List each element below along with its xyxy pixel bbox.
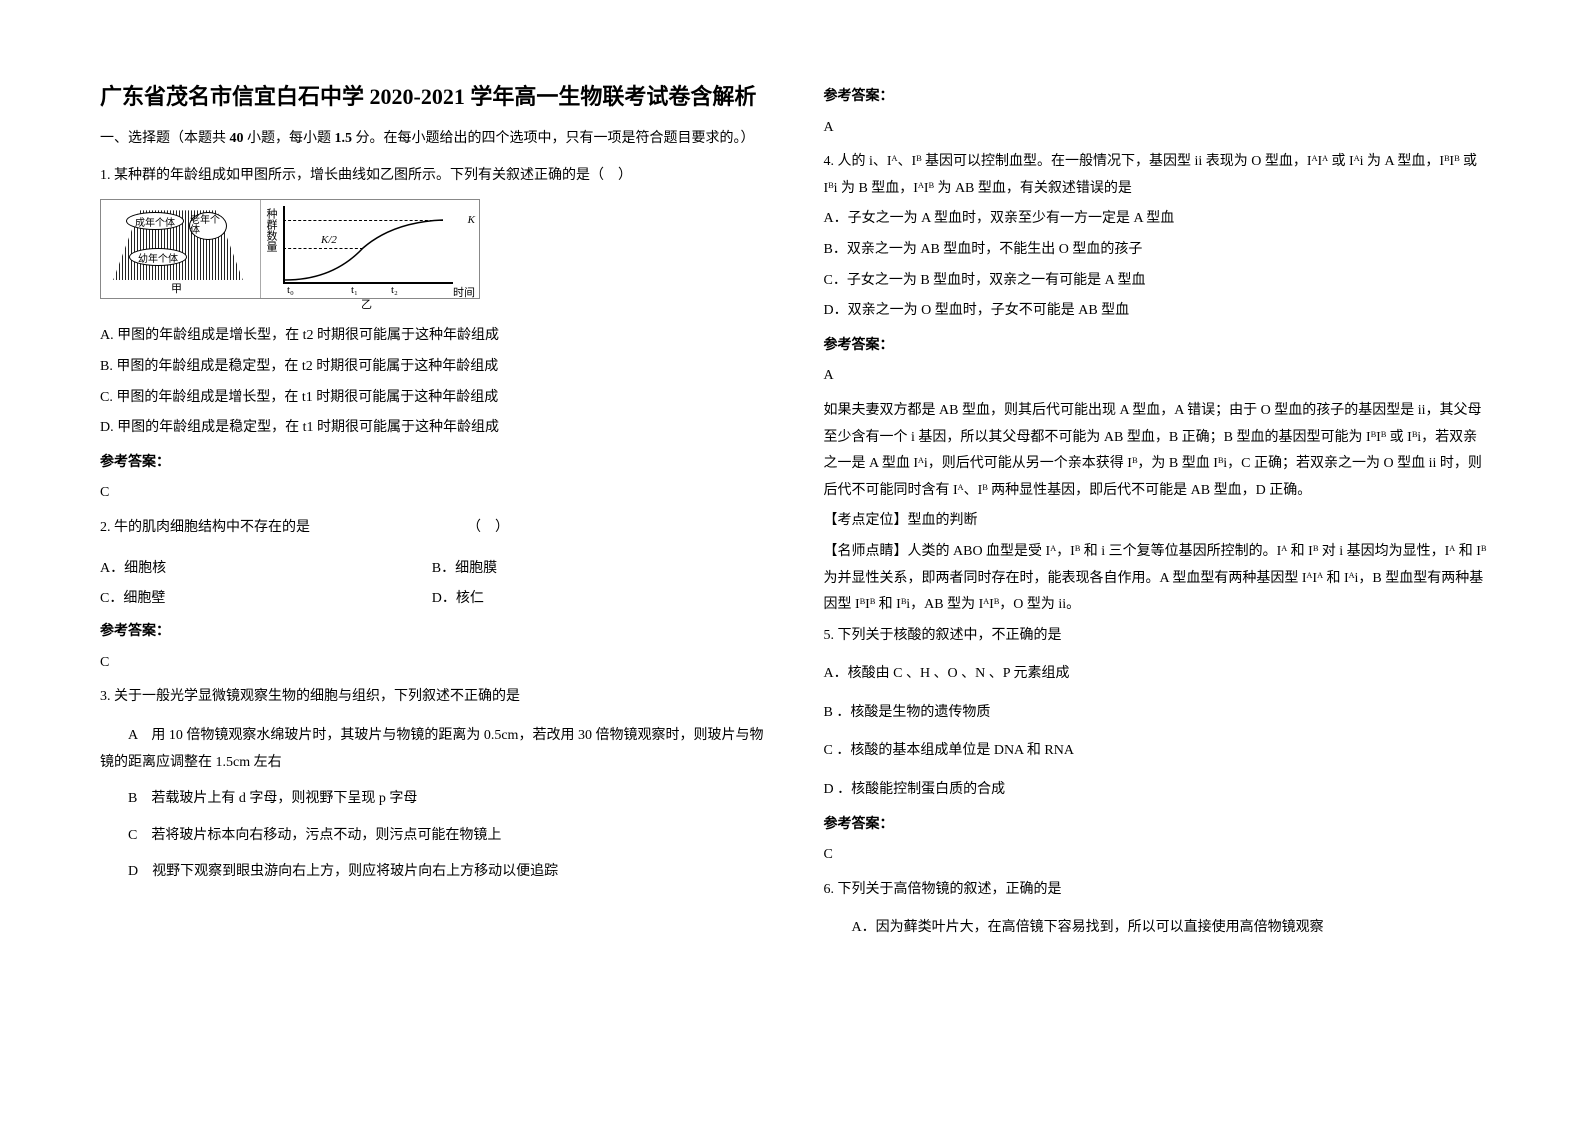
q5-optA: A．核酸由 C 、H 、O 、N 、P 元素组成 [824,661,1488,688]
q4-point-label: 【考点定位】 [824,513,908,528]
q2-optC: C．细胞壁 [100,584,432,615]
exam-title: 广东省茂名市信宜白石中学 2020-2021 学年高一生物联考试卷含解析 [100,80,764,113]
q2-optA: A．细胞核 [100,554,432,585]
right-column: 参考答案： A 4. 人的 i、Iᴬ、Iᴮ 基因可以控制血型。在一般情况下，基因… [824,80,1488,1082]
q3-answer: A [824,115,1488,142]
q2-optD: D．核仁 [432,584,764,615]
q2-answer-label: 参考答案： [100,619,764,646]
q1-optD: D. 甲图的年龄组成是稳定型，在 t1 时期很可能属于这种年龄组成 [100,415,764,442]
q1-optA: A. 甲图的年龄组成是增长型，在 t2 时期很可能属于这种年龄组成 [100,323,764,350]
q4-stem: 4. 人的 i、Iᴬ、Iᴮ 基因可以控制血型。在一般情况下，基因型 ii 表现为… [824,149,1488,202]
k-label: K [468,214,475,226]
q5-optD: D ．核酸能控制蛋白质的合成 [824,777,1488,804]
q3-optA: A 用 10 倍物镜观察水绵玻片时，其玻片与物镜的距离为 0.5cm，若改用 3… [100,723,764,776]
q5-optC: C ．核酸的基本组成单位是 DNA 和 RNA [824,738,1488,765]
q1-optB: B. 甲图的年龄组成是稳定型，在 t2 时期很可能属于这种年龄组成 [100,354,764,381]
q4-optB: B．双亲之一为 AB 型血时，不能生出 O 型血的孩子 [824,237,1488,264]
q4-point: 【考点定位】型血的判断 [824,508,1488,535]
q4-explain: 如果夫妻双方都是 AB 型血，则其后代可能出现 A 型血，A 错误；由于 O 型… [824,398,1488,504]
q5-answer-label: 参考答案： [824,812,1488,839]
q4-tip: 【名师点睛】人类的 ABO 血型是受 Iᴬ，Iᴮ 和 i 三个复等位基因所控制的… [824,539,1488,619]
q2-row1: A．细胞核 B．细胞膜 [100,554,764,585]
section-count: 40 [226,131,247,146]
q2-optB: B．细胞膜 [432,554,764,585]
q2-row2: C．细胞壁 D．核仁 [100,584,764,615]
xlabel: 时间 [453,284,475,300]
q5-answer: C [824,842,1488,869]
q1-optC: C. 甲图的年龄组成是增长型，在 t1 时期很可能属于这种年龄组成 [100,385,764,412]
q4-tip-text: 人类的 ABO 血型是受 Iᴬ，Iᴮ 和 i 三个复等位基因所控制的。Iᴬ 和 … [824,544,1487,612]
growth-curve [283,206,453,284]
q2-answer: C [100,650,764,677]
q2-stem: 2. 牛的肌肉细胞结构中不存在的是 （ ） [100,515,764,542]
q4-tip-label: 【名师点睛】 [824,544,908,559]
ylabel: 种群数量 [263,208,279,252]
q3-optC: C 若将玻片标本向右移动，污点不动，则污点可能在物镜上 [100,823,764,850]
section-prefix: 一、选择题（本题共 [100,131,226,146]
section-mid: 小题，每小题 [247,131,331,146]
q1-figure: 成年个体 老年个体 幼年个体 甲 种群数量 K K/2 t₀ t₁ t₂ 时间 … [100,199,480,299]
q4-optA: A．子女之一为 A 型血时，双亲至少有一方一定是 A 型血 [824,206,1488,233]
caption-right: 乙 [361,296,372,312]
left-column: 广东省茂名市信宜白石中学 2020-2021 学年高一生物联考试卷含解析 一、选… [100,80,764,1082]
q3-optD: D 视野下观察到眼虫游向右上方，则应将玻片向右上方移动以便追踪 [100,859,764,886]
q4-point-text: 型血的判断 [908,513,978,528]
q1-figure-left: 成年个体 老年个体 幼年个体 甲 [101,200,261,298]
q2-blank: （ ） [467,520,509,535]
section-suffix: 分。在每小题给出的四个选项中，只有一项是符合题目要求的。） [356,131,755,146]
q1-answer: C [100,480,764,507]
q4-answer-label: 参考答案： [824,333,1488,360]
q6-stem: 6. 下列关于高倍物镜的叙述，正确的是 [824,877,1488,904]
q2-stem-text: 2. 牛的肌肉细胞结构中不存在的是 [100,520,310,535]
q5-optB: B ．核酸是生物的遗传物质 [824,700,1488,727]
t1-label: t₁ [351,284,358,296]
q3-optB: B 若载玻片上有 d 字母，则视野下呈现 p 字母 [100,786,764,813]
q3-answer-label: 参考答案： [824,84,1488,111]
q4-optC: C．子女之一为 B 型血时，双亲之一有可能是 A 型血 [824,268,1488,295]
q1-figure-right: 种群数量 K K/2 t₀ t₁ t₂ 时间 乙 [261,200,479,298]
q4-answer: A [824,363,1488,390]
section-header: 一、选择题（本题共 40 小题，每小题 1.5 分。在每小题给出的四个选项中，只… [100,127,764,151]
t2-label: t₂ [391,284,398,296]
q3-stem: 3. 关于一般光学显微镜观察生物的细胞与组织，下列叙述不正确的是 [100,684,764,711]
q1-answer-label: 参考答案： [100,450,764,477]
section-score: 1.5 [331,131,356,146]
caption-left: 甲 [171,280,182,296]
label-old: 老年个体 [189,212,227,240]
k2-label: K/2 [321,234,337,246]
q4-optD: D．双亲之一为 O 型血时，子女不可能是 AB 型血 [824,298,1488,325]
q1-stem: 1. 某种群的年龄组成如甲图所示，增长曲线如乙图所示。下列有关叙述正确的是（ ） [100,163,764,190]
q6-optA: A．因为藓类叶片大，在高倍镜下容易找到，所以可以直接使用高倍物镜观察 [824,915,1488,942]
q5-stem: 5. 下列关于核酸的叙述中，不正确的是 [824,623,1488,650]
t0-label: t₀ [287,284,294,296]
